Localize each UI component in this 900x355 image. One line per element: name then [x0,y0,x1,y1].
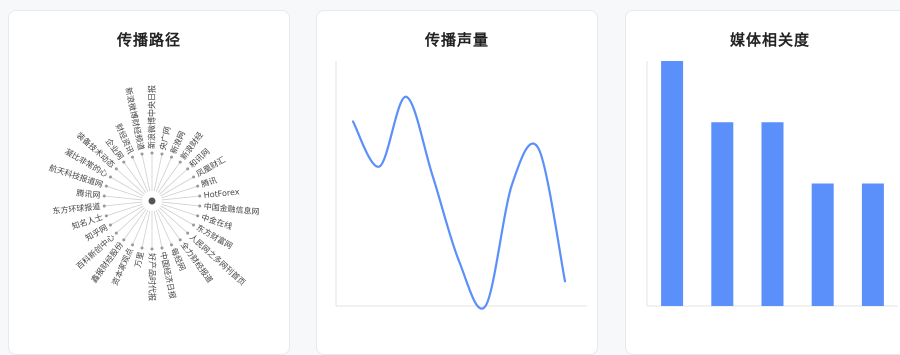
path-edge [123,161,147,194]
path-node[interactable] [160,246,164,250]
path-node[interactable] [114,167,118,171]
path-edge [153,153,163,192]
media-relevance-card: 媒体相关度 [625,10,900,355]
path-edge [157,161,181,194]
propagation-path-card: 传播路径 新浪微博中央日报 央广网 新浪网 新浪财经 和讯网 凤凰财汇 腾讯 HotForex… [8,10,290,355]
path-node[interactable] [196,214,200,218]
path-edge [132,156,149,193]
path-node[interactable] [122,160,126,164]
path-node[interactable] [170,155,174,159]
media-bar[interactable] [711,122,734,306]
path-edge [155,209,172,246]
path-edge [160,176,194,197]
path-node-label: 好产品时代报 [148,253,158,301]
path-edge [123,208,147,241]
path-node[interactable] [160,152,164,156]
path-edge [161,195,200,201]
path-node[interactable] [114,231,118,235]
propagation-volume-chart [335,61,587,310]
path-edge [161,201,200,207]
path-node[interactable] [122,238,126,242]
propagation-volume-card: 传播声量 [316,10,598,355]
path-node[interactable] [192,175,196,179]
path-node[interactable] [198,194,202,198]
media-bar[interactable] [761,122,784,306]
path-edge [132,209,149,246]
path-node-label: 东方环球报道 [52,201,101,216]
path-node[interactable] [178,160,182,164]
path-node[interactable] [104,184,108,188]
path-edge [110,205,144,226]
path-edge [153,210,163,249]
path-node[interactable] [130,243,134,247]
path-node[interactable] [198,204,202,208]
path-node[interactable] [178,238,182,242]
path-node[interactable] [196,184,200,188]
path-edge [106,185,143,199]
path-edge [161,185,198,199]
path-edge [104,195,143,201]
path-node-label: 央广网 [157,126,172,152]
path-edge [110,176,144,197]
path-node[interactable] [186,231,190,235]
path-edge [106,203,143,217]
path-edge [116,168,145,195]
path-node[interactable] [130,155,134,159]
path-node[interactable] [150,247,154,251]
path-node-label: 万里 [133,251,145,269]
path-edge [159,168,188,195]
path-node[interactable] [140,152,144,156]
path-node[interactable] [108,175,112,179]
path-edge [159,207,188,234]
propagation-path-title: 传播路径 [116,31,181,49]
path-edge [141,210,151,249]
path-node-label: 腾讯网 [76,188,101,200]
path-node-label: 新浪微博中央日报 [147,85,157,149]
path-node-label: 中国金融信息网 [203,201,260,217]
path-edge [160,205,194,226]
propagation-path-graph: 新浪微博中央日报 央广网新浪网新浪财经和讯网凤凰财汇腾讯HotForex中国金融信… [48,85,260,301]
path-edge [141,153,151,192]
path-node[interactable] [104,214,108,218]
path-edge [116,207,145,234]
path-node[interactable] [140,246,144,250]
path-edge [157,208,181,241]
path-node-label: 腾讯 [200,175,218,189]
volume-series-line[interactable] [351,95,567,310]
path-node[interactable] [108,223,112,227]
path-node[interactable] [186,167,190,171]
path-root-node[interactable] [148,197,156,205]
path-node[interactable] [102,204,106,208]
path-edge [155,156,172,193]
path-edge [161,203,198,217]
path-node[interactable] [170,243,174,247]
media-relevance-title: 媒体相关度 [729,31,810,49]
path-node[interactable] [102,194,106,198]
path-node-label: HotForex [203,187,240,200]
media-relevance-chart [646,61,898,307]
propagation-volume-title: 传播声量 [424,31,489,49]
media-bar[interactable] [661,61,684,306]
media-bar[interactable] [861,183,884,307]
media-bar[interactable] [811,183,834,307]
path-edge [104,201,143,207]
path-node[interactable] [150,151,154,155]
path-node[interactable] [192,223,196,227]
